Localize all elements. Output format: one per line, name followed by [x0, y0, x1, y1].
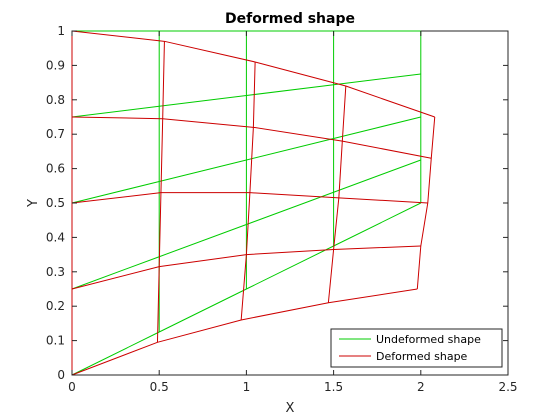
- y-tick-label: 0.1: [46, 334, 65, 348]
- legend-entry-label: Deformed shape: [376, 350, 468, 363]
- y-tick-label: 0.8: [46, 93, 65, 107]
- legend-box: [330, 328, 503, 368]
- y-tick-label: 0.4: [46, 230, 65, 244]
- x-tick-label: 2: [417, 380, 425, 394]
- x-tick-label: 0.5: [150, 380, 169, 394]
- y-axis-ticks: 0 0.1 0.2 0.3 0.4 0.5 0.6 0.7 0.8 0.9 1: [46, 24, 508, 382]
- x-tick-label: 2.5: [498, 380, 517, 394]
- y-tick-label: 0: [57, 368, 65, 382]
- plot-frame: [71, 30, 509, 376]
- series-line-col-1: [156, 41, 165, 343]
- x-tick-label: 1: [243, 380, 251, 394]
- x-tick-label: 0: [68, 380, 76, 394]
- y-tick-label: 0.9: [46, 58, 65, 72]
- legend: Undeformed shape Deformed shape: [330, 328, 503, 368]
- series-line-col-4: [416, 116, 436, 290]
- x-axis-label: X: [286, 401, 295, 416]
- x-tick-label: 1.5: [324, 380, 343, 394]
- y-tick-label: 0.7: [46, 127, 65, 141]
- y-tick-label: 0.5: [46, 196, 65, 210]
- plot-area: 0 0.5 1 1.5 2 2.5 0 0.1 0.2 0.3 0.4 0.5 0.6 0.7 0.8 0.…: [46, 24, 518, 394]
- chart-title: Deformed shape: [225, 11, 355, 27]
- y-tick-label: 0.3: [46, 265, 65, 279]
- y-tick-label: 1: [57, 24, 65, 38]
- series-line-col-3: [327, 86, 347, 303]
- y-axis-label: Y: [26, 199, 41, 208]
- y-tick-label: 0.2: [46, 299, 65, 313]
- series-line-col-2: [240, 61, 256, 320]
- legend-entry-label: Undeformed shape: [376, 333, 481, 346]
- y-tick-label: 0.6: [46, 162, 65, 176]
- x-axis-ticks: 0 0.5 1 1.5 2 2.5: [68, 31, 518, 394]
